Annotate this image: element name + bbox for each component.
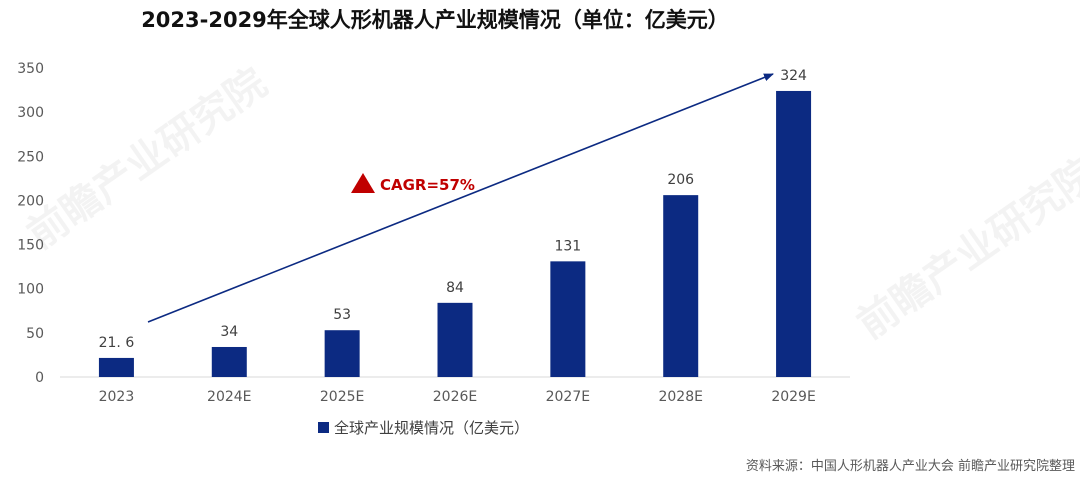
data-label: 34 (220, 324, 238, 340)
y-tick-label: 100 (17, 282, 44, 298)
bar (550, 261, 586, 377)
data-label: 53 (333, 307, 351, 323)
y-tick-label: 350 (17, 61, 44, 77)
y-tick-label: 50 (26, 326, 44, 342)
x-axis: 2023 2024E 2025E 2026E 2027E 2028E 2029E (99, 389, 816, 405)
legend-swatch (318, 422, 329, 433)
source-note: 资料来源：中国人形机器人产业大会 前瞻产业研究院整理 (746, 458, 1075, 474)
y-tick-label: 250 (17, 149, 44, 165)
data-label: 206 (667, 172, 694, 188)
cagr-annotation: CAGR=57% (147, 73, 774, 323)
y-tick-label: 150 (17, 238, 44, 254)
legend: 全球产业规模情况（亿美元） (318, 419, 529, 437)
data-label: 21. 6 (99, 335, 135, 351)
x-tick-label: 2028E (658, 389, 702, 405)
bar (324, 330, 360, 377)
x-tick-label: 2023 (99, 389, 135, 405)
watermark-text: 前瞻产业研究院 (19, 60, 275, 258)
y-tick-label: 0 (35, 370, 44, 386)
watermark-layer: 前瞻产业研究院 前瞻产业研究院 (19, 60, 1080, 348)
x-tick-label: 2029E (771, 389, 815, 405)
y-axis: 0 50 100 150 200 250 300 350 (17, 61, 44, 386)
cagr-triangle-icon (351, 173, 375, 193)
x-tick-label: 2026E (433, 389, 477, 405)
bar (98, 357, 134, 377)
bar (776, 90, 812, 377)
x-tick-label: 2024E (207, 389, 251, 405)
x-tick-label: 2027E (546, 389, 590, 405)
bar (211, 346, 247, 377)
bar-group (98, 90, 812, 377)
watermark-text: 前瞻产业研究院 (849, 150, 1080, 348)
legend-label: 全球产业规模情况（亿美元） (334, 419, 529, 437)
data-labels: 21. 6 34 53 84 131 206 324 (99, 68, 807, 351)
data-label: 131 (554, 238, 581, 254)
bar (663, 195, 699, 377)
chart-title: 2023-2029年全球人形机器人产业规模情况（单位：亿美元） (141, 8, 729, 32)
cagr-arrow (147, 73, 774, 323)
bar (437, 302, 473, 377)
y-tick-label: 200 (17, 193, 44, 209)
x-tick-label: 2025E (320, 389, 364, 405)
cagr-label: CAGR=57% (380, 176, 475, 194)
y-tick-label: 300 (17, 105, 44, 121)
data-label: 324 (780, 68, 807, 84)
data-label: 84 (446, 280, 464, 296)
